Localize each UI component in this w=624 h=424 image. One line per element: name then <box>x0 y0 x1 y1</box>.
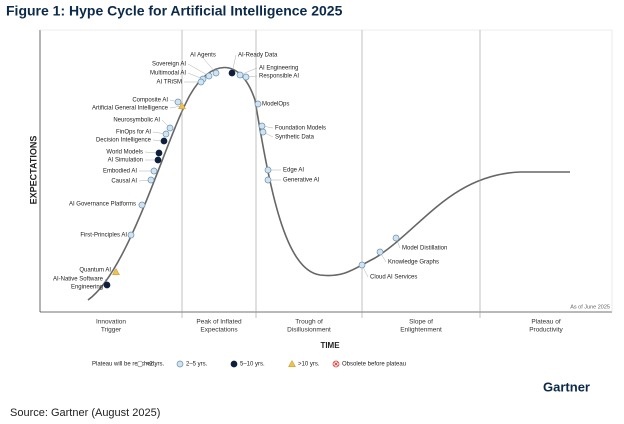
technology-label: Causal AI <box>111 179 137 185</box>
marker <box>230 360 238 368</box>
marker <box>138 201 146 209</box>
technology-label: First-Principles AI <box>80 233 127 239</box>
marker <box>288 359 296 368</box>
as-of: As of June 2025 <box>570 304 610 310</box>
marker <box>259 128 267 136</box>
leader <box>187 63 210 77</box>
brand: Gartner <box>543 379 590 394</box>
technology-label: ModelOps <box>262 102 289 108</box>
marker <box>178 101 186 110</box>
technology-label: FinOps for AI <box>116 130 151 136</box>
marker <box>160 137 168 145</box>
marker <box>112 267 120 276</box>
technology-label: Responsible AI <box>259 74 299 80</box>
legend-label: 2–5 yrs. <box>186 362 208 368</box>
technology-label: Foundation Models <box>275 126 326 132</box>
technology-label: AI TRiSM <box>156 80 182 86</box>
marker <box>242 73 250 81</box>
marker <box>197 78 205 86</box>
phase-label: Trough of <box>295 319 323 326</box>
marker <box>127 231 135 239</box>
technology-label: AI-Ready Data <box>238 53 278 59</box>
phase-label: Peak of Inflated <box>196 319 242 326</box>
phase-label: Expectations <box>200 327 238 334</box>
legend-label: 5–10 yrs. <box>240 362 265 368</box>
marker <box>147 176 155 184</box>
technology-label: Embodied AI <box>103 169 137 175</box>
legend-title: Plateau will be reached: <box>92 362 156 368</box>
source: Source: Gartner (August 2025) <box>10 407 160 419</box>
title: Figure 1: Hype Cycle for Artificial Inte… <box>6 3 343 19</box>
marker <box>258 122 266 130</box>
marker <box>376 248 384 256</box>
marker <box>162 130 170 138</box>
technology-label: Model Distillation <box>402 246 447 252</box>
marker <box>205 72 213 80</box>
technology-label: World Models <box>106 150 143 156</box>
phase-label: Enlightenment <box>400 327 442 334</box>
marker <box>136 360 144 368</box>
y-axis-label: EXPECTATIONS <box>28 136 38 205</box>
technology-label: Engineering <box>71 285 103 291</box>
technology-label: Decision Intelligence <box>96 138 152 144</box>
marker <box>264 166 272 174</box>
technology-label: Edge AI <box>283 168 304 174</box>
phase-label: Innovation <box>96 319 126 326</box>
marker-cross <box>334 362 338 366</box>
technology-label: AI Governance Platforms <box>69 202 136 208</box>
marker <box>174 98 182 106</box>
hype-curve <box>87 66 570 301</box>
phase-label: Plateau of <box>531 319 560 326</box>
marker <box>358 261 366 269</box>
legend-label: Obsolete before plateau <box>342 362 406 368</box>
technology-label: Composite AI <box>132 98 168 104</box>
technology-label: Multimodal AI <box>150 71 186 77</box>
technology-label: Neurosymbolic AI <box>113 118 160 124</box>
technology-label: Artificial General Intelligence <box>92 106 169 112</box>
marker <box>228 69 236 77</box>
marker <box>212 69 220 77</box>
legend-label: >10 yrs. <box>298 362 320 368</box>
technology-label: Generative AI <box>283 178 320 184</box>
phase-label: Slope of <box>409 319 433 326</box>
marker <box>154 156 162 164</box>
phase-label: Disillusionment <box>287 327 331 334</box>
technology-label: Knowledge Graphs <box>388 260 439 266</box>
marker <box>176 360 184 368</box>
marker <box>166 124 174 132</box>
marker <box>264 176 272 184</box>
technology-label: AI-Native Software <box>53 277 104 283</box>
technology-label: AI Engineering <box>259 66 298 72</box>
marker <box>103 281 111 289</box>
marker <box>254 100 262 108</box>
x-axis-label: TIME <box>320 341 340 350</box>
legend-label: <2 yrs. <box>146 362 165 368</box>
technology-label: Synthetic Data <box>275 135 315 141</box>
technology-label: Sovereign AI <box>152 62 186 68</box>
marker <box>155 149 163 157</box>
phase-label: Trigger <box>101 327 122 334</box>
phase-label: Productivity <box>529 327 563 334</box>
marker <box>236 71 244 79</box>
marker <box>150 167 158 175</box>
technology-label: AI Agents <box>190 53 216 59</box>
technology-label: Cloud AI Services <box>370 275 417 281</box>
marker <box>392 234 400 242</box>
technology-label: AI Simulation <box>108 158 143 164</box>
technology-label: Quantum AI <box>79 268 111 274</box>
